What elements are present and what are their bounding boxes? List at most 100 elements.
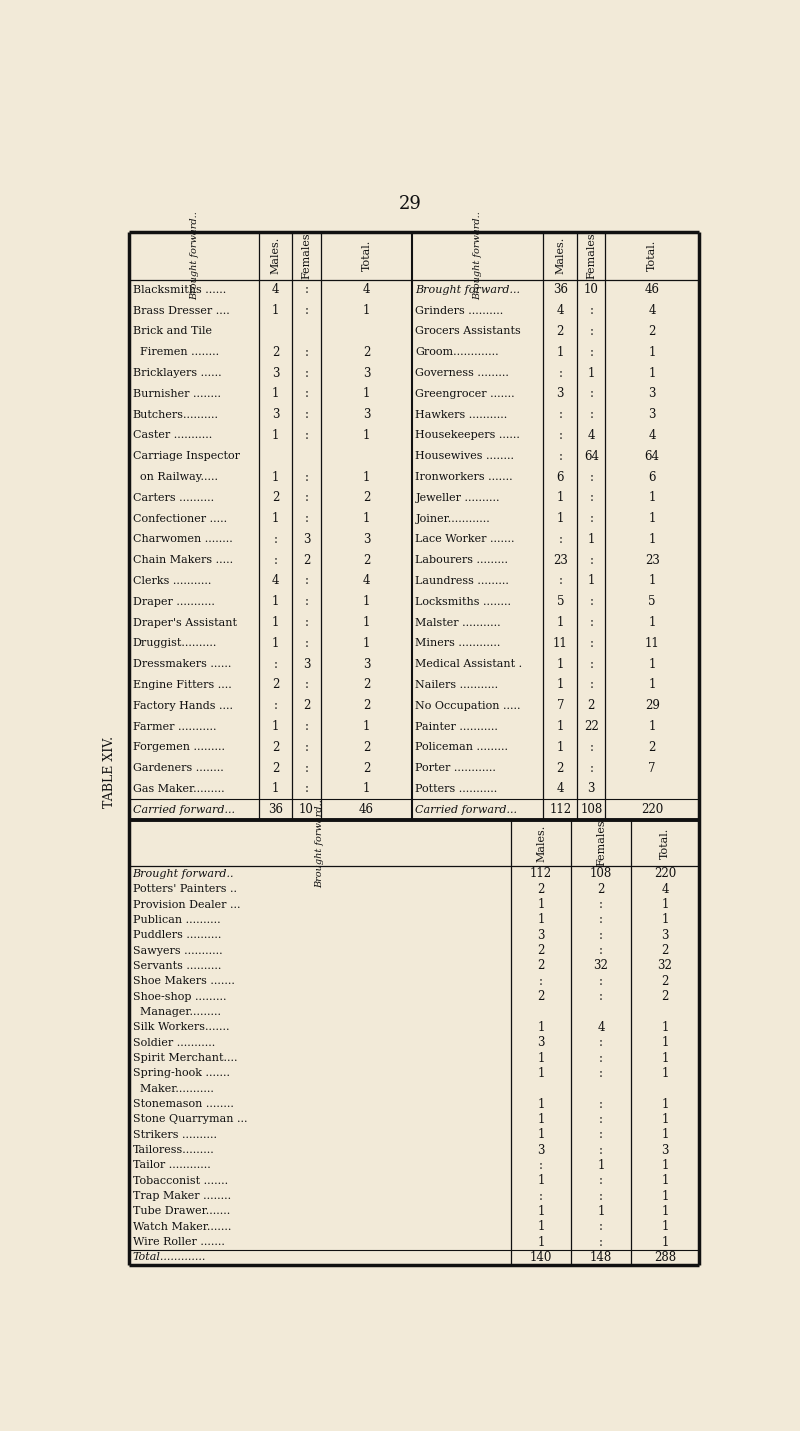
- Text: 3: 3: [649, 388, 656, 401]
- Text: :: :: [305, 574, 309, 588]
- Text: 1: 1: [649, 366, 656, 379]
- Text: 1: 1: [649, 617, 656, 630]
- Text: Malster ...........: Malster ...........: [415, 618, 501, 628]
- Text: 1: 1: [363, 471, 370, 484]
- Text: 2: 2: [662, 944, 669, 957]
- Text: Dressmakers ......: Dressmakers ......: [133, 660, 231, 670]
- Text: Confectioner .....: Confectioner .....: [133, 514, 226, 524]
- Text: 2: 2: [272, 346, 279, 359]
- Text: :: :: [590, 595, 594, 608]
- Text: 1: 1: [272, 429, 279, 442]
- Text: 1: 1: [662, 899, 669, 912]
- Text: :: :: [599, 913, 603, 926]
- Text: Draper's Assistant: Draper's Assistant: [133, 618, 237, 628]
- Text: :: :: [274, 658, 278, 671]
- Text: Butchers..........: Butchers..........: [133, 409, 218, 419]
- Text: 2: 2: [303, 554, 310, 567]
- Text: :: :: [599, 975, 603, 987]
- Text: 1: 1: [557, 346, 564, 359]
- Text: 220: 220: [641, 803, 663, 816]
- Text: 2: 2: [363, 491, 370, 504]
- Text: 1: 1: [557, 617, 564, 630]
- Text: 1: 1: [363, 617, 370, 630]
- Text: Factory Hands ....: Factory Hands ....: [133, 701, 233, 711]
- Text: 1: 1: [538, 1098, 545, 1110]
- Text: :: :: [305, 512, 309, 525]
- Text: 1: 1: [662, 1098, 669, 1110]
- Text: Brick and Tile: Brick and Tile: [133, 326, 211, 336]
- Text: Miners ............: Miners ............: [415, 638, 501, 648]
- Text: Grinders ..........: Grinders ..........: [415, 306, 504, 316]
- Text: Charwomen ........: Charwomen ........: [133, 534, 232, 544]
- Text: :: :: [558, 366, 562, 379]
- Text: :: :: [599, 1235, 603, 1249]
- Text: Males.: Males.: [555, 238, 566, 275]
- Text: :: :: [590, 512, 594, 525]
- Text: Bricklayers ......: Bricklayers ......: [133, 368, 221, 378]
- Text: Females: Females: [596, 820, 606, 867]
- Text: :: :: [590, 408, 594, 421]
- Text: 1: 1: [662, 1128, 669, 1142]
- Text: Druggist..........: Druggist..........: [133, 638, 217, 648]
- Text: 6: 6: [557, 471, 564, 484]
- Text: Trap Maker ........: Trap Maker ........: [133, 1191, 230, 1201]
- Text: :: :: [305, 617, 309, 630]
- Text: 1: 1: [662, 1052, 669, 1065]
- Text: Females: Females: [586, 232, 596, 279]
- Text: :: :: [558, 574, 562, 588]
- Text: :: :: [274, 700, 278, 713]
- Text: Farmer ...........: Farmer ...........: [133, 721, 216, 731]
- Text: Forgemen .........: Forgemen .........: [133, 743, 225, 753]
- Text: Stonemason ........: Stonemason ........: [133, 1099, 234, 1109]
- Text: :: :: [305, 491, 309, 504]
- Text: Locksmiths ........: Locksmiths ........: [415, 597, 511, 607]
- Text: Tailoress.........: Tailoress.........: [133, 1145, 214, 1155]
- Text: 3: 3: [538, 929, 545, 942]
- Text: 2: 2: [538, 959, 545, 973]
- Text: 3: 3: [538, 1036, 545, 1049]
- Text: 2: 2: [662, 990, 669, 1003]
- Text: :: :: [599, 1189, 603, 1202]
- Text: 2: 2: [598, 883, 605, 896]
- Text: Carried forward...: Carried forward...: [415, 804, 518, 814]
- Text: :: :: [305, 346, 309, 359]
- Text: 23: 23: [553, 554, 568, 567]
- Text: 1: 1: [363, 637, 370, 650]
- Text: :: :: [305, 388, 309, 401]
- Text: 2: 2: [363, 678, 370, 691]
- Text: Watch Maker.......: Watch Maker.......: [133, 1222, 231, 1232]
- Text: :: :: [305, 283, 309, 296]
- Text: 3: 3: [649, 408, 656, 421]
- Text: 1: 1: [363, 720, 370, 733]
- Text: Total.: Total.: [362, 240, 371, 272]
- Text: :: :: [599, 944, 603, 957]
- Text: Silk Workers.......: Silk Workers.......: [133, 1022, 229, 1032]
- Text: Housekeepers ......: Housekeepers ......: [415, 431, 520, 441]
- Text: 2: 2: [272, 741, 279, 754]
- Text: 108: 108: [590, 867, 612, 880]
- Text: 1: 1: [272, 720, 279, 733]
- Text: :: :: [590, 491, 594, 504]
- Text: :: :: [274, 532, 278, 545]
- Text: 1: 1: [598, 1159, 605, 1172]
- Text: Blacksmiths ......: Blacksmiths ......: [133, 285, 226, 295]
- Text: Lace Worker .......: Lace Worker .......: [415, 534, 515, 544]
- Text: :: :: [590, 637, 594, 650]
- Text: 36: 36: [268, 803, 283, 816]
- Text: 288: 288: [654, 1251, 676, 1264]
- Text: 2: 2: [363, 554, 370, 567]
- Text: 29: 29: [398, 195, 422, 213]
- Text: 1: 1: [649, 532, 656, 545]
- Text: Firemen ........: Firemen ........: [133, 348, 218, 358]
- Text: 2: 2: [588, 700, 595, 713]
- Text: 36: 36: [553, 283, 568, 296]
- Text: Males.: Males.: [536, 824, 546, 861]
- Text: Governess .........: Governess .........: [415, 368, 510, 378]
- Text: 1: 1: [649, 491, 656, 504]
- Text: Joiner............: Joiner............: [415, 514, 490, 524]
- Text: Clerks ...........: Clerks ...........: [133, 575, 211, 585]
- Text: 112: 112: [530, 867, 552, 880]
- Text: 3: 3: [538, 1143, 545, 1156]
- Text: 2: 2: [272, 678, 279, 691]
- Text: Spirit Merchant....: Spirit Merchant....: [133, 1053, 237, 1063]
